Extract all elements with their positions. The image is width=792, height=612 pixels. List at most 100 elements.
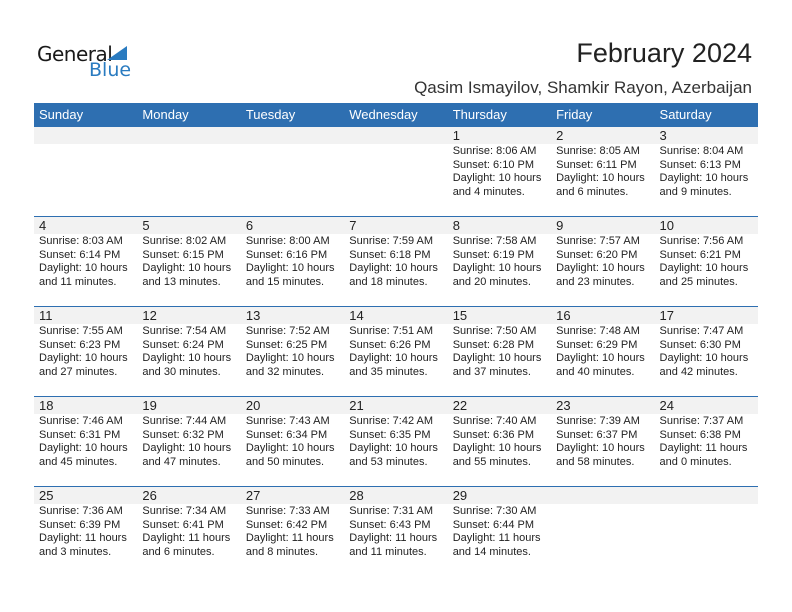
day-cell: 12 Sunrise: 7:54 AM Sunset: 6:24 PM Dayligh…	[137, 307, 241, 396]
daylight-minutes-text: and 45 minutes.	[39, 455, 118, 468]
day-number: 25	[34, 487, 138, 504]
daylight-text: Daylight: 10 hours	[245, 442, 335, 454]
sunrise-text: Sunrise: 7:31 AM	[349, 505, 434, 517]
day-number: 26	[137, 487, 241, 504]
day-number: 4	[34, 217, 138, 234]
daylight-minutes-text: and 53 minutes.	[349, 455, 428, 468]
daylight-minutes-text: and 37 minutes.	[452, 365, 531, 378]
day-cell: 20 Sunrise: 7:43 AM Sunset: 6:34 PM Dayligh…	[240, 397, 345, 486]
daylight-text: Daylight: 10 hours	[349, 262, 438, 274]
day-info: Sunrise: 7:42 AM Sunset: 6:35 PM Daylight:…	[344, 414, 447, 469]
daylight-minutes-text: and 3 minutes.	[39, 545, 112, 558]
daylight-text: Daylight: 10 hours	[452, 172, 542, 184]
sunset-text: Sunset: 6:38 PM	[659, 428, 741, 441]
daylight-text: Daylight: 10 hours	[245, 262, 335, 274]
sunrise-text: Sunrise: 7:36 AM	[39, 505, 123, 517]
day-number: 24	[654, 397, 758, 414]
daylight-minutes-text: and 58 minutes.	[556, 455, 635, 468]
daylight-text: Daylight: 10 hours	[452, 262, 542, 274]
empty-day-cell	[654, 487, 758, 577]
daylight-text: Daylight: 10 hours	[556, 352, 645, 364]
day-info: Sunrise: 7:57 AM Sunset: 6:20 PM Daylight:…	[551, 234, 654, 289]
day-number: 21	[344, 397, 448, 414]
daylight-minutes-text: and 55 minutes.	[452, 455, 531, 468]
day-cell: 9 Sunrise: 7:57 AM Sunset: 6:20 PM Daylight…	[551, 217, 655, 306]
weekday-friday: Friday	[556, 107, 593, 122]
day-number	[551, 487, 655, 504]
sunrise-text: Sunrise: 7:34 AM	[142, 505, 227, 517]
sunset-text: Sunset: 6:16 PM	[245, 248, 328, 261]
sunset-text: Sunset: 6:14 PM	[39, 248, 121, 261]
sunrise-text: Sunrise: 7:54 AM	[142, 325, 227, 337]
sunset-text: Sunset: 6:34 PM	[245, 428, 328, 441]
week-row: 1 Sunrise: 8:06 AM Sunset: 6:10 PM Daylight…	[34, 127, 758, 217]
week-row: 4 Sunrise: 8:03 AM Sunset: 6:14 PM Daylight…	[34, 217, 758, 307]
calendar-grid: Sunday Monday Tuesday Wednesday Thursday Frid…	[34, 103, 758, 577]
daylight-text: Daylight: 11 hours	[142, 532, 231, 544]
day-cell: 6 Sunrise: 8:00 AM Sunset: 6:16 PM Daylight…	[240, 217, 345, 306]
daylight-text: Daylight: 10 hours	[556, 442, 645, 454]
daylight-minutes-text: and 8 minutes.	[245, 545, 318, 558]
empty-day-cell	[240, 127, 345, 216]
day-number: 18	[34, 397, 138, 414]
day-number: 9	[551, 217, 655, 234]
daylight-text: Daylight: 11 hours	[349, 532, 438, 544]
day-info: Sunrise: 7:39 AM Sunset: 6:37 PM Daylight:…	[551, 414, 654, 469]
daylight-minutes-text: and 11 minutes.	[39, 275, 117, 288]
sunset-text: Sunset: 6:26 PM	[349, 338, 431, 351]
sunset-text: Sunset: 6:11 PM	[556, 158, 637, 171]
day-info: Sunrise: 8:03 AM Sunset: 6:14 PM Daylight:…	[34, 234, 137, 289]
day-info: Sunrise: 7:54 AM Sunset: 6:24 PM Daylight:…	[137, 324, 240, 379]
day-cell: 29 Sunrise: 7:30 AM Sunset: 6:44 PM Dayligh…	[447, 487, 552, 577]
location-subtitle: Qasim Ismayilov, Shamkir Rayon, Azerbaij…	[414, 78, 752, 97]
daylight-text: Daylight: 10 hours	[556, 172, 645, 184]
daylight-minutes-text: and 4 minutes.	[452, 185, 525, 198]
weekday-thursday: Thursday	[452, 107, 507, 122]
daylight-text: Daylight: 10 hours	[452, 352, 542, 364]
day-info: Sunrise: 7:34 AM Sunset: 6:41 PM Daylight:…	[137, 504, 240, 559]
daylight-minutes-text: and 6 minutes.	[556, 185, 629, 198]
sunset-text: Sunset: 6:18 PM	[349, 248, 431, 261]
sunrise-text: Sunrise: 7:37 AM	[659, 415, 744, 427]
daylight-minutes-text: and 32 minutes.	[245, 365, 325, 378]
sunrise-text: Sunrise: 7:56 AM	[659, 235, 744, 247]
weekday-wednesday: Wednesday	[349, 107, 418, 122]
sunset-text: Sunset: 6:20 PM	[556, 248, 638, 261]
daylight-text: Daylight: 10 hours	[452, 442, 542, 454]
day-number: 13	[240, 307, 345, 324]
daylight-minutes-text: and 6 minutes.	[142, 545, 215, 558]
daylight-minutes-text: and 47 minutes.	[142, 455, 221, 468]
day-info: Sunrise: 7:46 AM Sunset: 6:31 PM Daylight:…	[34, 414, 137, 469]
day-cell: 14 Sunrise: 7:51 AM Sunset: 6:26 PM Dayligh…	[344, 307, 448, 396]
day-number: 28	[344, 487, 448, 504]
sunset-text: Sunset: 6:35 PM	[349, 428, 431, 441]
day-number	[654, 487, 758, 504]
sunrise-text: Sunrise: 7:30 AM	[452, 505, 537, 517]
logo-text-general: General	[37, 42, 113, 66]
day-number: 5	[137, 217, 241, 234]
generalblue-logo: General Blue	[37, 42, 132, 82]
daylight-text: Daylight: 10 hours	[142, 352, 232, 364]
day-number	[240, 127, 345, 144]
day-cell: 1 Sunrise: 8:06 AM Sunset: 6:10 PM Daylight…	[447, 127, 552, 216]
sunset-text: Sunset: 6:44 PM	[452, 518, 535, 531]
sunset-text: Sunset: 6:19 PM	[452, 248, 535, 261]
empty-day-cell	[344, 127, 448, 216]
day-cell: 22 Sunrise: 7:40 AM Sunset: 6:36 PM Dayligh…	[447, 397, 552, 486]
day-info: Sunrise: 7:50 AM Sunset: 6:28 PM Daylight:…	[448, 324, 551, 379]
sunrise-text: Sunrise: 7:50 AM	[452, 325, 537, 337]
daylight-minutes-text: and 27 minutes.	[39, 365, 118, 378]
daylight-minutes-text: and 14 minutes.	[452, 545, 531, 558]
sunrise-text: Sunrise: 7:42 AM	[349, 415, 434, 427]
day-cell: 4 Sunrise: 8:03 AM Sunset: 6:14 PM Daylight…	[34, 217, 138, 306]
page-title: February 2024	[576, 38, 752, 68]
day-number: 6	[240, 217, 345, 234]
weekday-tuesday: Tuesday	[245, 107, 296, 122]
daylight-text: Daylight: 10 hours	[142, 262, 232, 274]
day-cell: 23 Sunrise: 7:39 AM Sunset: 6:37 PM Dayligh…	[551, 397, 655, 486]
day-number: 19	[137, 397, 241, 414]
day-cell: 10 Sunrise: 7:56 AM Sunset: 6:21 PM Dayligh…	[654, 217, 758, 306]
day-info: Sunrise: 7:48 AM Sunset: 6:29 PM Daylight:…	[551, 324, 654, 379]
sunrise-text: Sunrise: 7:33 AM	[245, 505, 330, 517]
day-info: Sunrise: 7:47 AM Sunset: 6:30 PM Daylight:…	[655, 324, 758, 379]
